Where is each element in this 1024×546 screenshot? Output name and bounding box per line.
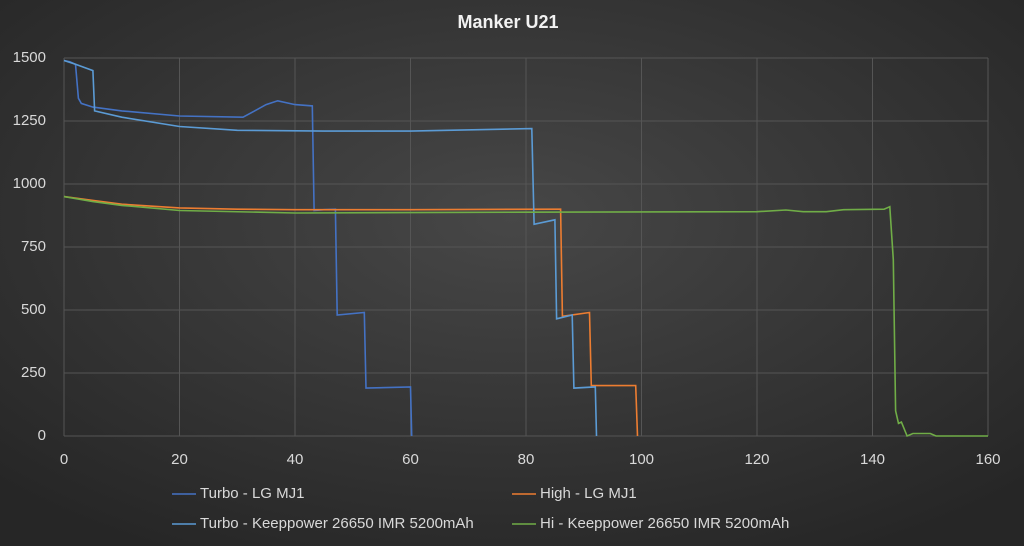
x-tick-label: 80 [518, 451, 535, 468]
legend-label: High - LG MJ1 [540, 485, 637, 502]
series-line [63, 195, 988, 438]
x-tick-label: 40 [287, 451, 304, 468]
y-tick-label: 1250 [13, 112, 46, 129]
y-tick-label: 500 [21, 301, 46, 318]
x-tick-label: 120 [744, 451, 769, 468]
y-tick-label: 1000 [13, 175, 46, 192]
x-tick-label: 160 [975, 451, 1000, 468]
y-tick-label: 0 [38, 427, 46, 444]
series-line [63, 59, 598, 437]
x-tick-label: 140 [860, 451, 885, 468]
chart-title: Manker U21 [457, 12, 558, 32]
x-tick-label: 100 [629, 451, 654, 468]
y-tick-label: 1500 [13, 49, 46, 66]
y-tick-label: 250 [21, 364, 46, 381]
legend-label: Turbo - LG MJ1 [200, 485, 304, 502]
legend-label: Turbo - Keeppower 26650 IMR 5200mAh [200, 515, 474, 532]
legend-label: Hi - Keeppower 26650 IMR 5200mAh [540, 515, 789, 532]
x-tick-label: 0 [60, 451, 68, 468]
series-line [63, 195, 639, 437]
x-tick-label: 60 [402, 451, 419, 468]
x-tick-label: 20 [171, 451, 188, 468]
series-line [63, 59, 413, 437]
y-tick-label: 750 [21, 238, 46, 255]
